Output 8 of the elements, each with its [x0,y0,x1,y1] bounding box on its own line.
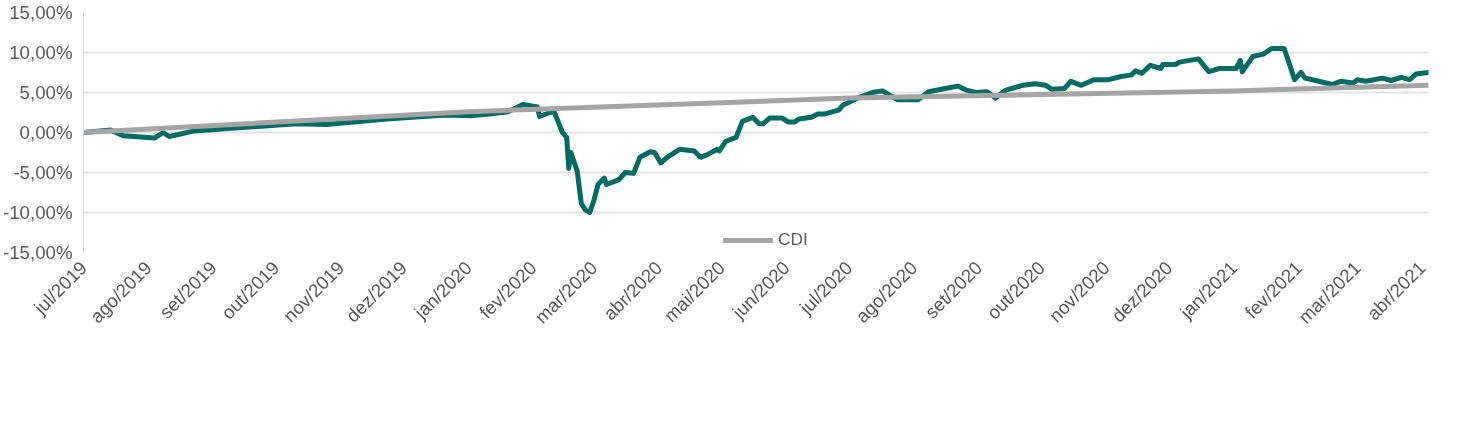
y-tick-label: 0,00% [19,122,73,143]
y-tick-label: 10,00% [9,42,73,63]
legend-label: CDI [778,229,808,250]
y-tick-label: 5,00% [19,82,73,103]
y-tick-label: -15,00% [3,242,73,263]
y-tick-label: -5,00% [13,162,73,183]
y-tick-label: -10,00% [3,202,73,223]
y-tick-label: 15,00% [9,2,73,23]
